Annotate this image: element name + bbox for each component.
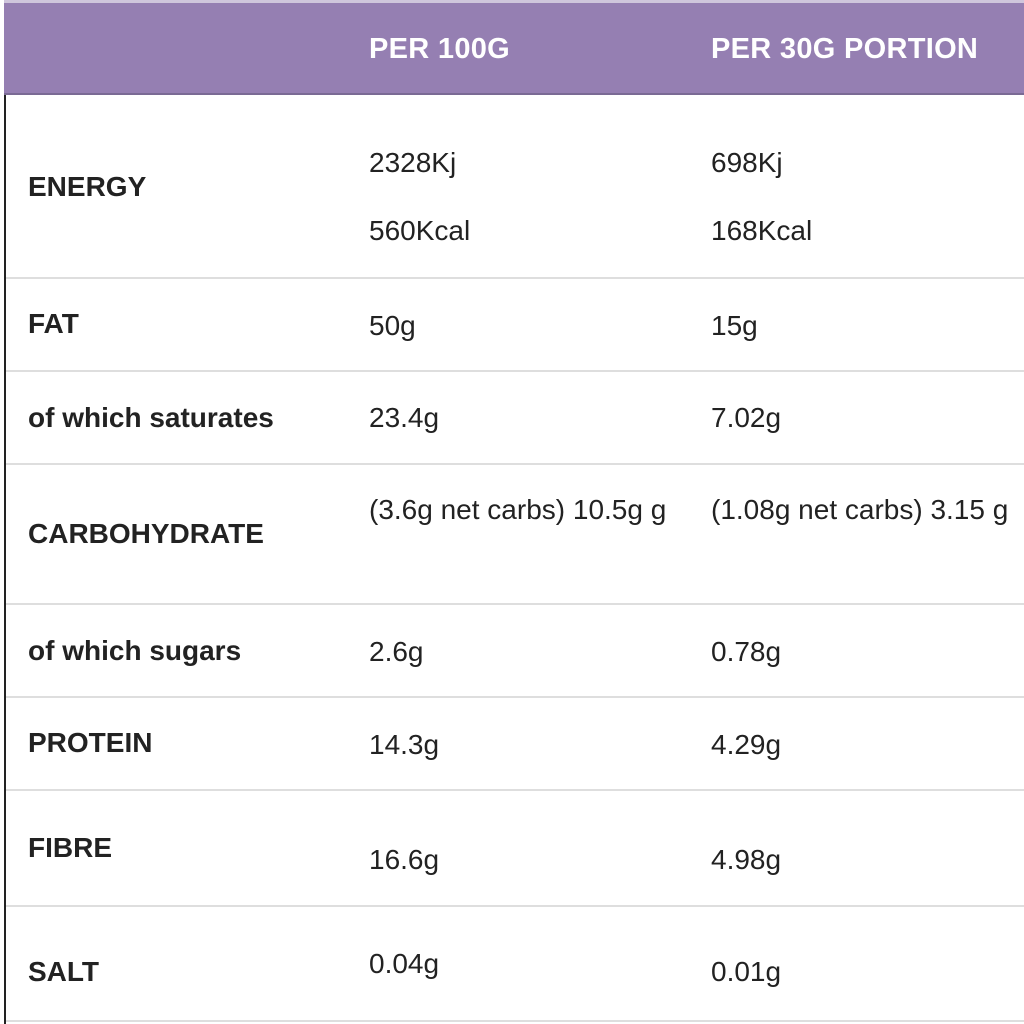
- sugars-per-30g: 0.78g: [711, 636, 782, 667]
- table-row-carbohydrate: CARBOHYDRATE (3.6g net carbs) 10.5g g (1…: [6, 465, 1024, 605]
- row-label: ENERGY: [28, 171, 147, 202]
- carbohydrate-per-30g: (1.08g net carbs) 3.15 g: [711, 494, 1009, 525]
- fibre-per-30g: 4.98g: [711, 844, 782, 875]
- nutrition-table: PER 100G PER 30G PORTION ENERGY 2328Kj 5…: [4, 0, 1024, 1024]
- saturates-per-30g: 7.02g: [711, 402, 782, 433]
- row-label: SALT: [28, 956, 100, 987]
- table-header: PER 100G PER 30G PORTION: [4, 0, 1024, 95]
- table-row-sugars: of which sugars 2.6g 0.78g: [6, 605, 1024, 698]
- energy-kj-per-100g: 2328Kj: [369, 147, 457, 178]
- sugars-per-100g: 2.6g: [369, 636, 424, 667]
- energy-kcal-per-30g: 168Kcal: [711, 215, 813, 246]
- table-row-fibre: FIBRE 16.6g 4.98g: [6, 791, 1024, 907]
- table-row-saturates: of which saturates 23.4g 7.02g: [6, 372, 1024, 465]
- table-row-fat: FAT 50g 15g: [6, 279, 1024, 372]
- fat-per-100g: 50g: [369, 310, 416, 341]
- row-label: FIBRE: [28, 832, 112, 863]
- header-per-30g-portion: PER 30G PORTION: [711, 33, 979, 65]
- header-per-100g: PER 100G: [369, 33, 511, 65]
- energy-per-100g: 2328Kj 560Kcal: [369, 129, 679, 265]
- fibre-per-100g: 16.6g: [369, 844, 440, 875]
- row-label: of which saturates: [28, 402, 274, 433]
- table-row-protein: PROTEIN 14.3g 4.29g: [6, 698, 1024, 791]
- row-label: FAT: [28, 308, 79, 339]
- carbohydrate-per-100g: (3.6g net carbs) 10.5g g: [369, 494, 667, 525]
- energy-kj-per-30g: 698Kj: [711, 147, 783, 178]
- row-label: PROTEIN: [28, 727, 153, 758]
- row-label: CARBOHYDRATE: [28, 518, 264, 549]
- energy-per-30g: 698Kj 168Kcal: [711, 129, 1021, 265]
- fat-per-30g: 15g: [711, 310, 758, 341]
- salt-per-30g: 0.01g: [711, 956, 782, 987]
- table-row-salt: SALT 0.04g 0.01g: [6, 907, 1024, 1022]
- saturates-per-100g: 23.4g: [369, 402, 440, 433]
- salt-per-100g: 0.04g: [369, 948, 440, 979]
- table-row-energy: ENERGY 2328Kj 560Kcal 698Kj 168Kcal: [6, 95, 1024, 279]
- row-label: of which sugars: [28, 635, 242, 666]
- energy-kcal-per-100g: 560Kcal: [369, 215, 471, 246]
- protein-per-30g: 4.29g: [711, 729, 782, 760]
- protein-per-100g: 14.3g: [369, 729, 440, 760]
